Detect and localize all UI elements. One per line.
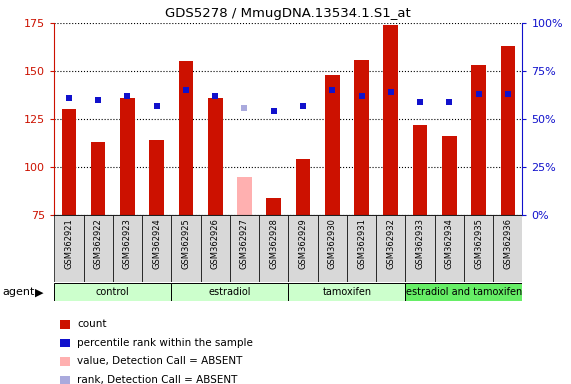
Bar [354,60,369,215]
Bar [413,125,427,215]
Text: GSM362922: GSM362922 [94,218,103,269]
Text: GSM362933: GSM362933 [416,218,425,270]
Bar [179,61,193,215]
Text: GSM362924: GSM362924 [152,218,161,269]
Bar [142,215,171,282]
Bar [384,25,398,215]
Text: GSM362928: GSM362928 [269,218,278,269]
Bar [493,215,522,282]
Bar [83,215,112,282]
Bar [376,215,405,282]
Title: GDS5278 / MmugDNA.13534.1.S1_at: GDS5278 / MmugDNA.13534.1.S1_at [166,7,411,20]
Bar [501,46,515,215]
Text: GSM362927: GSM362927 [240,218,249,269]
Bar [62,109,76,215]
Text: GSM362932: GSM362932 [386,218,395,269]
Bar [91,142,106,215]
Bar [405,215,435,282]
Bar [317,215,347,282]
Text: GSM362926: GSM362926 [211,218,220,269]
Bar [347,215,376,282]
Text: ▶: ▶ [35,287,43,297]
Text: estradiol and tamoxifen: estradiol and tamoxifen [406,287,522,297]
Text: GSM362936: GSM362936 [503,218,512,270]
Bar [325,75,340,215]
Bar [435,215,464,282]
Bar [288,283,405,301]
Bar [150,140,164,215]
Bar [200,215,230,282]
Text: count: count [77,319,107,329]
Bar [208,98,223,215]
Text: GSM362923: GSM362923 [123,218,132,269]
Bar [442,136,457,215]
Text: agent: agent [3,287,35,297]
Text: estradiol: estradiol [208,287,251,297]
Bar [54,283,171,301]
Text: GSM362934: GSM362934 [445,218,454,269]
Bar [54,215,83,282]
Bar [259,215,288,282]
Bar [405,283,522,301]
Text: GSM362930: GSM362930 [328,218,337,269]
Text: value, Detection Call = ABSENT: value, Detection Call = ABSENT [77,356,243,366]
Text: rank, Detection Call = ABSENT: rank, Detection Call = ABSENT [77,375,238,384]
Bar [237,177,252,215]
Bar [120,98,135,215]
Bar [113,215,142,282]
Text: control: control [96,287,130,297]
Bar [464,215,493,282]
Text: GSM362935: GSM362935 [474,218,483,269]
Bar [471,65,486,215]
Bar [171,215,200,282]
Bar [230,215,259,282]
Bar [288,215,317,282]
Text: GSM362931: GSM362931 [357,218,366,269]
Bar [296,159,310,215]
Text: percentile rank within the sample: percentile rank within the sample [77,338,253,348]
Text: GSM362929: GSM362929 [299,218,308,269]
Text: tamoxifen: tamoxifen [322,287,372,297]
Bar [267,198,281,215]
Text: GSM362925: GSM362925 [182,218,191,269]
Bar [171,283,288,301]
Text: GSM362921: GSM362921 [65,218,74,269]
